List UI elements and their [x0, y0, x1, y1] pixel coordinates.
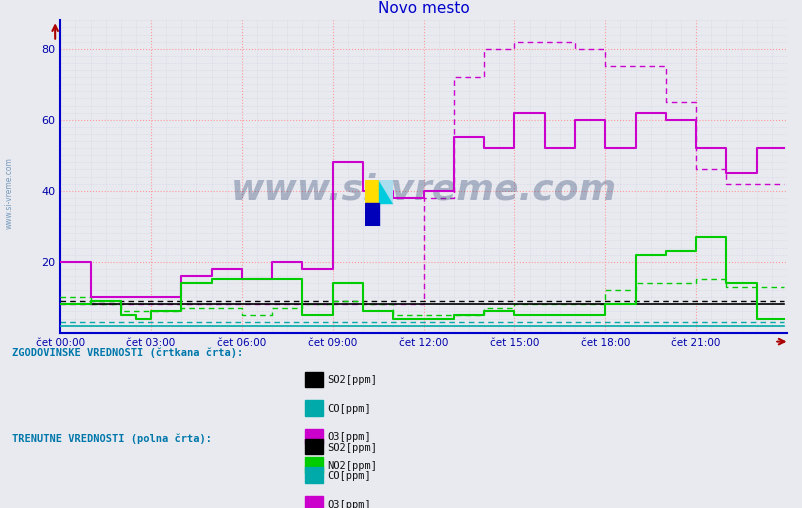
Bar [305, 439, 322, 455]
Bar [305, 467, 322, 483]
Text: SO2[ppm]: SO2[ppm] [327, 442, 377, 453]
Bar [379, 180, 393, 203]
Bar [305, 457, 322, 472]
Bar [305, 496, 322, 508]
Text: ZGODOVINSKE VREDNOSTI (črtkana črta):: ZGODOVINSKE VREDNOSTI (črtkana črta): [12, 347, 243, 358]
Text: www.si-vreme.com: www.si-vreme.com [230, 172, 616, 206]
Bar [305, 400, 322, 416]
Title: Novo mesto: Novo mesto [377, 2, 469, 16]
Bar [365, 180, 379, 203]
Bar [365, 203, 379, 226]
Text: O3[ppm]: O3[ppm] [327, 432, 371, 442]
Text: TRENUTNE VREDNOSTI (polna črta):: TRENUTNE VREDNOSTI (polna črta): [12, 434, 212, 444]
Text: O3[ppm]: O3[ppm] [327, 499, 371, 508]
Bar [305, 371, 322, 387]
Text: CO[ppm]: CO[ppm] [327, 471, 371, 481]
Text: www.si-vreme.com: www.si-vreme.com [5, 157, 14, 229]
Polygon shape [379, 180, 393, 203]
Text: SO2[ppm]: SO2[ppm] [327, 375, 377, 385]
Text: NO2[ppm]: NO2[ppm] [327, 461, 377, 471]
Text: CO[ppm]: CO[ppm] [327, 404, 371, 414]
Bar [305, 429, 322, 444]
